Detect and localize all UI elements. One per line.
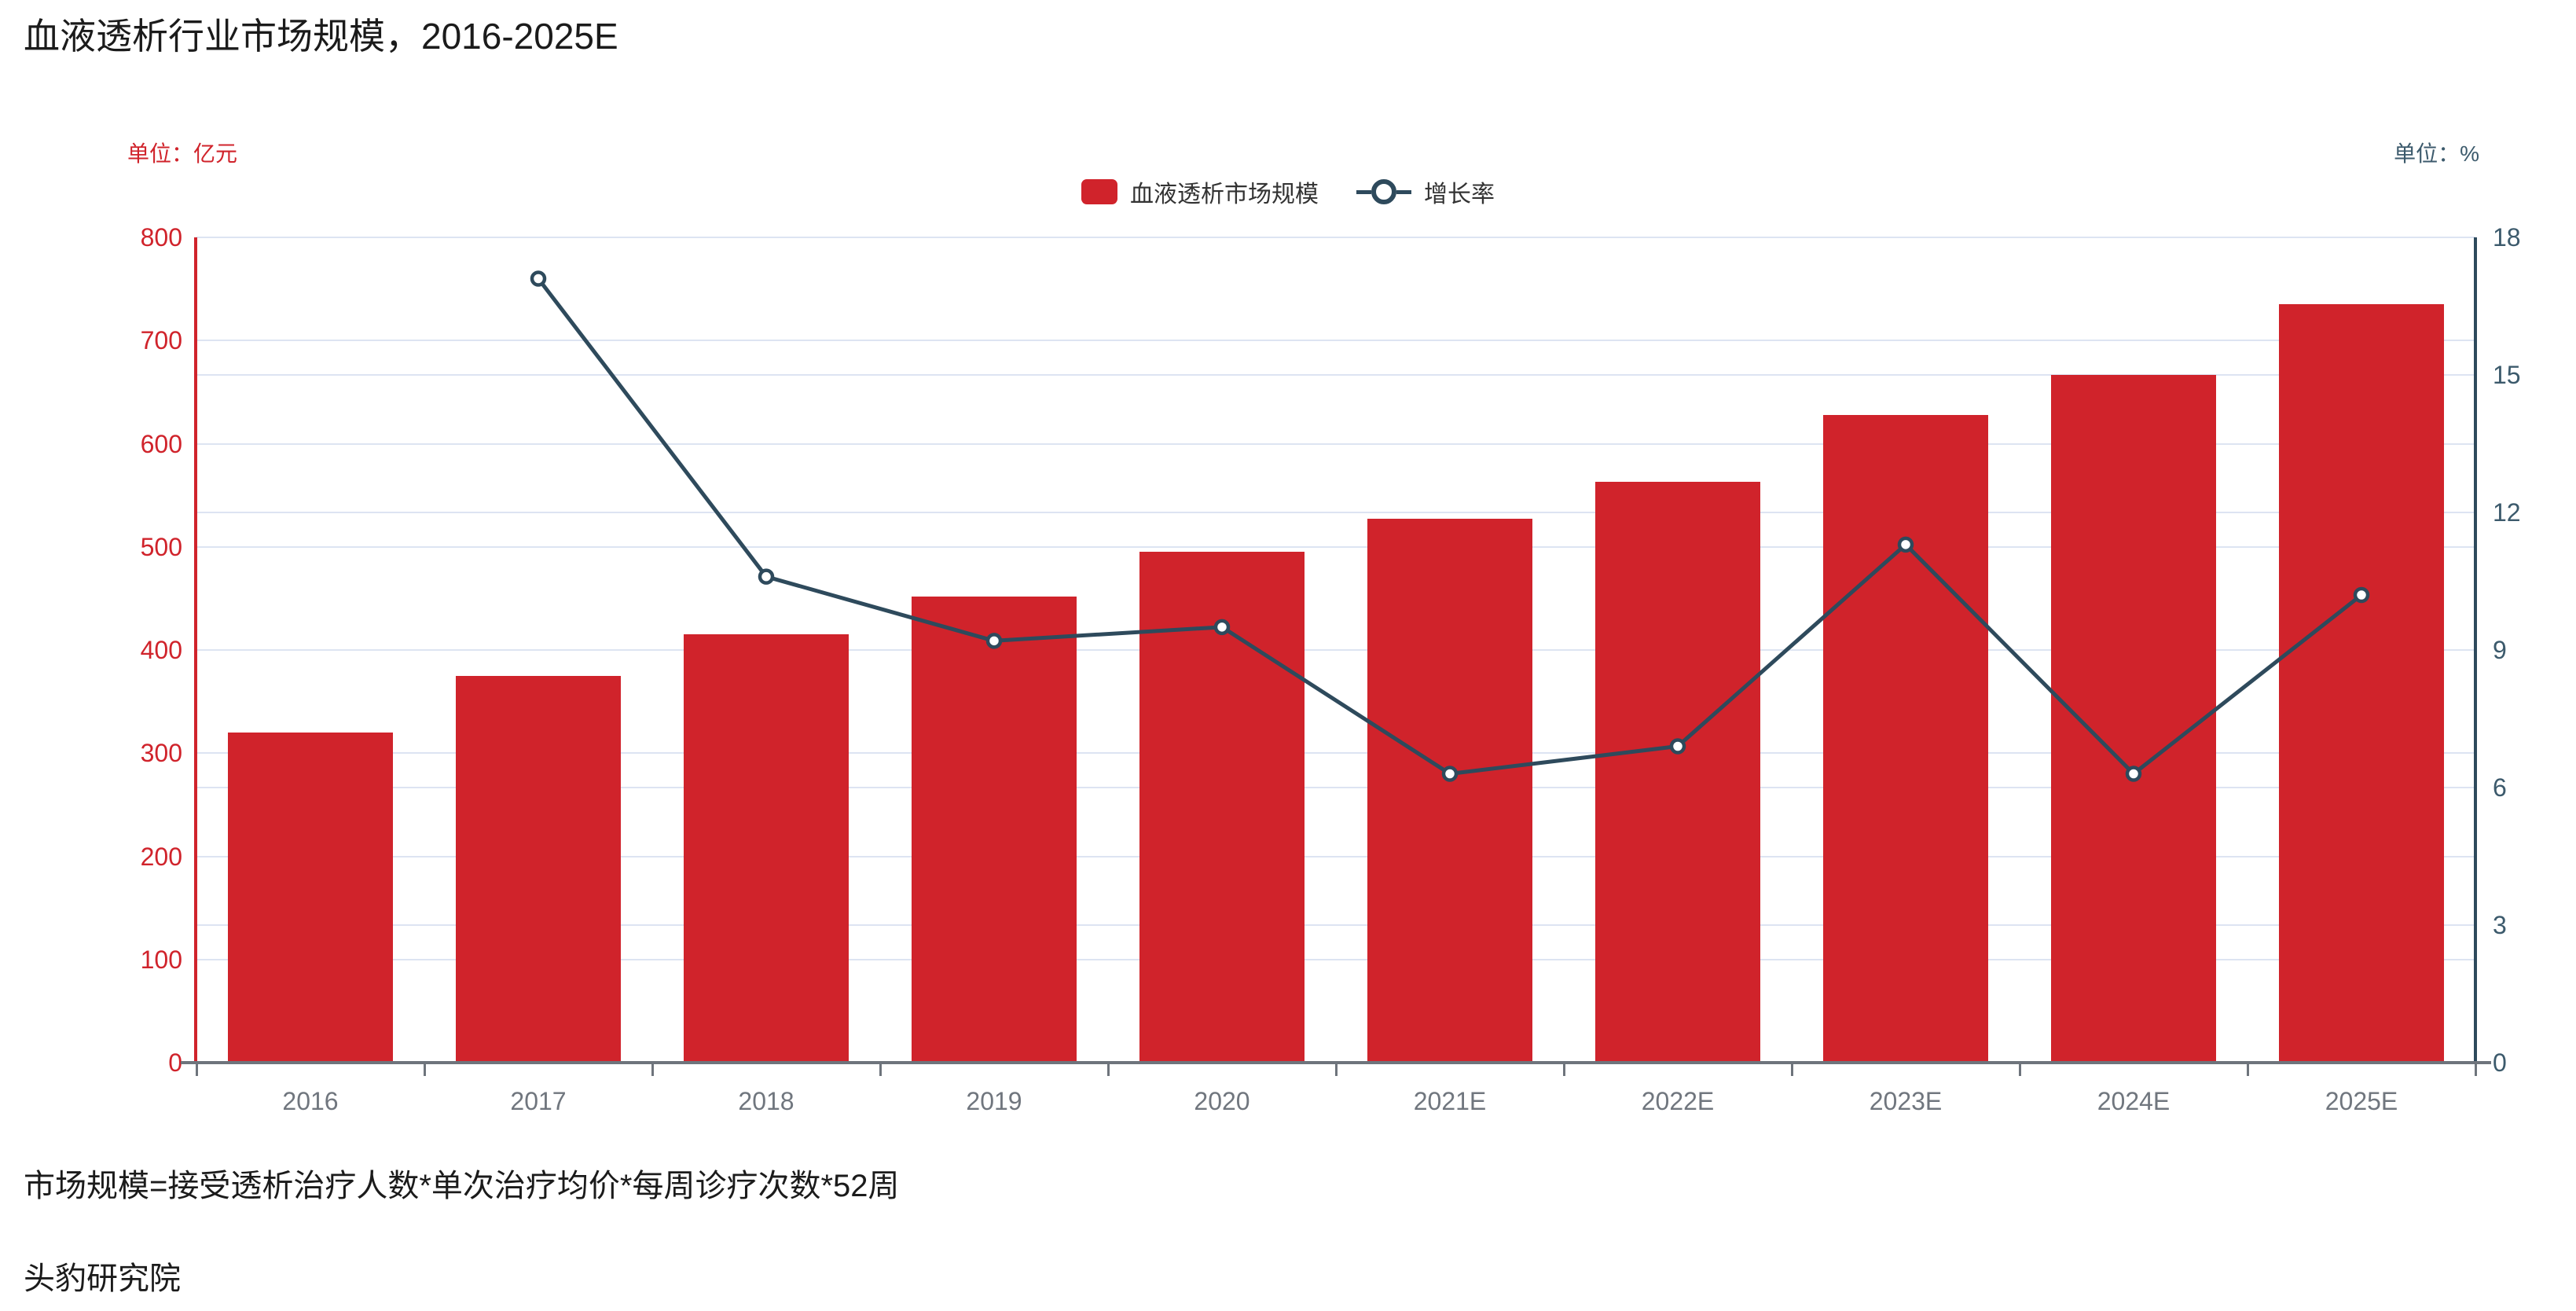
gridline-right-15 bbox=[196, 374, 2475, 376]
gridline-right-3 bbox=[196, 924, 2475, 926]
plot-area bbox=[196, 237, 2475, 1063]
right-axis-tick-18: 18 bbox=[2493, 223, 2521, 252]
growth-point-2017[interactable] bbox=[530, 270, 547, 287]
x-axis-label-2025E: 2025E bbox=[2325, 1087, 2398, 1115]
bar-series-swatch-icon bbox=[1081, 179, 1117, 204]
line-series-swatch-icon bbox=[1356, 179, 1411, 204]
x-axis-tickmark-6 bbox=[1562, 1064, 1565, 1076]
footnote-formula: 市场规模=接受透析治疗人数*单次治疗均价*每周诊疗次数*52周 bbox=[24, 1169, 900, 1203]
legend-label-growth-rate: 增长率 bbox=[1424, 182, 1495, 207]
x-axis-tickmark-5 bbox=[1334, 1064, 1338, 1076]
x-axis-tickmark-2 bbox=[651, 1064, 654, 1076]
line-swatch-left-stub bbox=[1356, 189, 1371, 194]
chart-title: 血液透析行业市场规模，2016-2025E bbox=[24, 16, 618, 57]
legend-item-growth-rate[interactable]: 增长率 bbox=[1356, 174, 1495, 209]
gridline-right-6 bbox=[196, 787, 2475, 788]
x-axis-tickmark-4 bbox=[1106, 1064, 1110, 1076]
bar-2019[interactable] bbox=[912, 596, 1077, 1063]
growth-point-2021E[interactable] bbox=[1441, 766, 1459, 782]
right-axis-tick-6: 6 bbox=[2493, 773, 2507, 802]
line-swatch-ring-icon bbox=[1371, 179, 1396, 204]
left-axis-line bbox=[194, 237, 197, 1063]
source-label: 头豹研究院 bbox=[24, 1261, 181, 1296]
gridline-left-700 bbox=[196, 340, 2475, 342]
left-axis-tick-600: 600 bbox=[140, 429, 182, 458]
gridline-left-500 bbox=[196, 545, 2475, 548]
x-axis-tickmark-3 bbox=[879, 1064, 882, 1076]
gridline-right-12 bbox=[196, 512, 2475, 513]
right-axis-tick-3: 3 bbox=[2493, 911, 2507, 939]
right-axis-tick-0: 0 bbox=[2493, 1048, 2507, 1077]
x-axis-line bbox=[181, 1061, 2491, 1064]
x-axis-label-2017: 2017 bbox=[510, 1087, 567, 1115]
x-axis-label-2023E: 2023E bbox=[1869, 1087, 1943, 1115]
gridline-left-200 bbox=[196, 855, 2475, 857]
x-axis-tickmark-7 bbox=[1790, 1064, 1793, 1076]
growth-point-2022E[interactable] bbox=[1669, 738, 1686, 755]
left-axis-tick-500: 500 bbox=[140, 532, 182, 561]
left-axis-tick-700: 700 bbox=[140, 326, 182, 355]
line-swatch-right-stub bbox=[1396, 189, 1411, 194]
growth-point-2025E[interactable] bbox=[2353, 586, 2370, 604]
x-axis-tickmark-8 bbox=[2018, 1064, 2021, 1076]
left-axis-tick-800: 800 bbox=[140, 223, 182, 252]
x-axis-label-2024E: 2024E bbox=[2097, 1087, 2171, 1115]
legend-label-market-size: 血液透析市场规模 bbox=[1130, 182, 1319, 207]
x-axis-tickmark-1 bbox=[423, 1064, 426, 1076]
x-axis-label-2019: 2019 bbox=[966, 1087, 1022, 1115]
growth-point-2020[interactable] bbox=[1213, 619, 1231, 636]
bar-2020[interactable] bbox=[1139, 552, 1305, 1063]
gridline-left-600 bbox=[196, 443, 2475, 445]
growth-point-2024E[interactable] bbox=[2125, 766, 2142, 782]
growth-point-2018[interactable] bbox=[758, 568, 775, 585]
legend: 血液透析市场规模 增长率 bbox=[0, 174, 2576, 209]
gridline-right-9 bbox=[196, 649, 2475, 651]
gridline-right-18 bbox=[196, 237, 2475, 238]
x-axis-tickmark-0 bbox=[195, 1064, 198, 1076]
bar-2018[interactable] bbox=[684, 634, 849, 1063]
left-axis-tick-200: 200 bbox=[140, 842, 182, 871]
bar-2016[interactable] bbox=[228, 733, 393, 1063]
growth-point-2019[interactable] bbox=[985, 633, 1003, 649]
x-axis-label-2016: 2016 bbox=[282, 1087, 339, 1115]
left-axis-unit-label: 单位：亿元 bbox=[127, 141, 238, 166]
bar-2022E[interactable] bbox=[1595, 482, 1760, 1063]
growth-line-layer bbox=[530, 270, 2370, 782]
x-axis-tickmark-9 bbox=[2246, 1064, 2249, 1076]
bar-2025E[interactable] bbox=[2279, 304, 2444, 1063]
bar-2023E[interactable] bbox=[1823, 414, 1988, 1063]
x-axis-label-2022E: 2022E bbox=[1641, 1087, 1715, 1115]
left-axis-tick-400: 400 bbox=[140, 636, 182, 664]
legend-item-market-size[interactable]: 血液透析市场规模 bbox=[1081, 174, 1319, 209]
growth-line[interactable] bbox=[537, 277, 2363, 777]
right-axis-tick-9: 9 bbox=[2493, 636, 2507, 664]
gridline-left-100 bbox=[196, 958, 2475, 960]
left-axis-tick-300: 300 bbox=[140, 739, 182, 768]
x-axis-label-2021E: 2021E bbox=[1413, 1087, 1487, 1115]
left-axis-tick-0: 0 bbox=[168, 1048, 182, 1077]
right-axis-tick-12: 12 bbox=[2493, 498, 2521, 527]
right-axis-tick-15: 15 bbox=[2493, 361, 2521, 389]
bar-2021E[interactable] bbox=[1367, 519, 1532, 1063]
growth-point-2023E[interactable] bbox=[1897, 536, 1914, 553]
gridline-left-300 bbox=[196, 752, 2475, 755]
bar-2017[interactable] bbox=[456, 675, 621, 1063]
x-axis-tickmark-10 bbox=[2474, 1064, 2477, 1076]
x-axis-label-2020: 2020 bbox=[1194, 1087, 1250, 1115]
right-axis-line bbox=[2474, 237, 2477, 1063]
x-axis-label-2018: 2018 bbox=[738, 1087, 794, 1115]
right-axis-unit-label: 单位：% bbox=[2394, 141, 2479, 166]
left-axis-tick-100: 100 bbox=[140, 945, 182, 974]
